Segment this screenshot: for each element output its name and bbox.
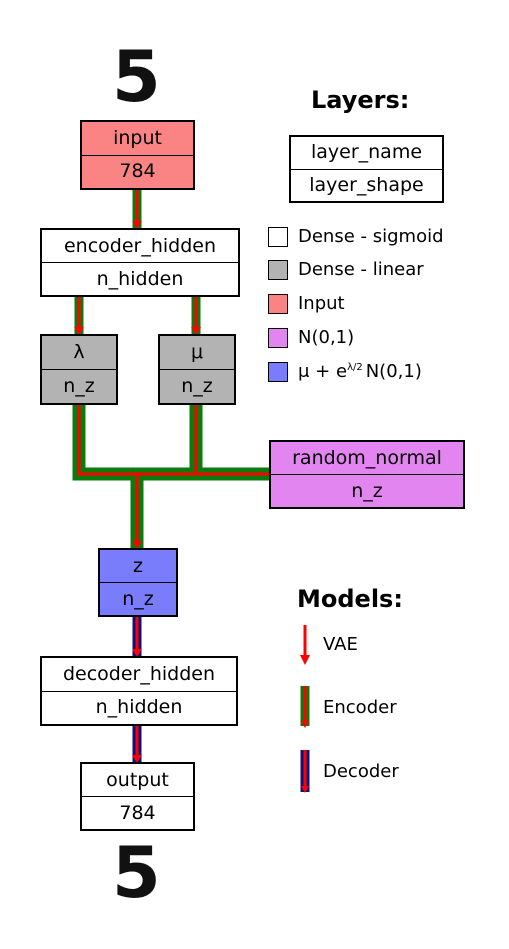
arrowhead: [132, 649, 142, 657]
layers-legend-title: Layers:: [311, 86, 410, 114]
layers-legend-key: layer_name layer_shape: [289, 135, 444, 203]
node-random-normal-name: random_normal: [292, 446, 442, 469]
node-decoder-hidden-shape: n_hidden: [42, 690, 236, 725]
input-digit-image: 5: [112, 36, 161, 118]
arrowhead: [191, 327, 201, 335]
swatch-blue: [268, 361, 288, 382]
layers-legend-key-name: layer_name: [310, 141, 423, 164]
swatch-gray: [268, 259, 288, 280]
legend-item-normal: N(0,1): [268, 327, 354, 348]
legend-item-dense-linear: Dense - linear: [268, 259, 424, 280]
node-decoder-hidden-name: decoder_hidden: [62, 662, 216, 685]
models-legend-decoder-label: Decoder: [323, 761, 399, 782]
node-mu-shape: n_z: [160, 369, 234, 403]
node-lambda-shape: n_z: [42, 369, 116, 403]
node-z-name: z: [133, 554, 143, 577]
node-mu: μ n_z: [158, 334, 236, 405]
node-random-normal: random_normal n_z: [269, 440, 465, 509]
legend-item-label: μ + eλ/2 N(0,1): [298, 361, 422, 382]
models-legend-vae-label: VAE: [323, 634, 358, 655]
arrowhead: [74, 327, 84, 335]
node-output-shape: 784: [82, 796, 193, 829]
vae-marker-arrowhead: [300, 655, 310, 665]
node-lambda: λ n_z: [40, 334, 118, 405]
legend-item-dense-sigmoid: Dense - sigmoid: [268, 226, 444, 247]
swatch-salmon: [268, 293, 288, 314]
latent-formula-suffix: N(0,1): [365, 361, 422, 382]
node-encoder-hidden-shape: n_hidden: [42, 262, 238, 295]
node-encoder-hidden: encoder_hidden n_hidden: [40, 228, 240, 297]
latent-formula-exponent: λ/2: [347, 362, 363, 373]
node-lambda-name: λ: [73, 341, 85, 363]
latent-formula-base: μ + e: [298, 361, 348, 382]
node-random-normal-shape: n_z: [271, 474, 463, 507]
node-input: input 784: [80, 120, 195, 190]
decoder-edges: [132, 617, 142, 763]
legend-item-label: Input: [298, 293, 345, 314]
models-legend-markers: [300, 625, 310, 793]
legend-item-label: N(0,1): [298, 327, 355, 348]
node-z: z n_z: [98, 548, 178, 617]
node-input-shape: 784: [82, 154, 193, 189]
node-z-shape: n_z: [100, 582, 176, 615]
legend-item-label: Dense - sigmoid: [298, 226, 444, 247]
decoder-marker-arrowhead: [301, 786, 309, 793]
swatch-white: [268, 226, 288, 247]
encoder-marker-arrowhead: [301, 721, 309, 728]
arrowhead: [132, 755, 142, 763]
node-output: output 784: [80, 762, 195, 831]
layers-legend-key-shape: layer_shape: [291, 168, 442, 202]
node-decoder-hidden: decoder_hidden n_hidden: [40, 656, 238, 726]
node-mu-name: μ: [190, 341, 204, 363]
node-output-name: output: [106, 768, 169, 791]
arrowhead: [132, 221, 142, 229]
legend-item-label: Dense - linear: [298, 259, 424, 280]
node-input-name: input: [113, 126, 162, 149]
encoder-edges: [72, 190, 270, 549]
models-legend-encoder-label: Encoder: [323, 697, 397, 718]
legend-item-input: Input: [268, 293, 345, 314]
edge-merge-red: [77, 405, 270, 542]
node-encoder-hidden-name: encoder_hidden: [63, 234, 217, 257]
legend-item-latent: μ + eλ/2 N(0,1): [268, 361, 422, 382]
models-legend-title: Models:: [297, 585, 403, 613]
swatch-magenta: [268, 327, 288, 348]
edge-merge-green: [72, 405, 270, 548]
output-digit-image: 5: [112, 832, 161, 914]
arrowhead: [132, 541, 142, 549]
